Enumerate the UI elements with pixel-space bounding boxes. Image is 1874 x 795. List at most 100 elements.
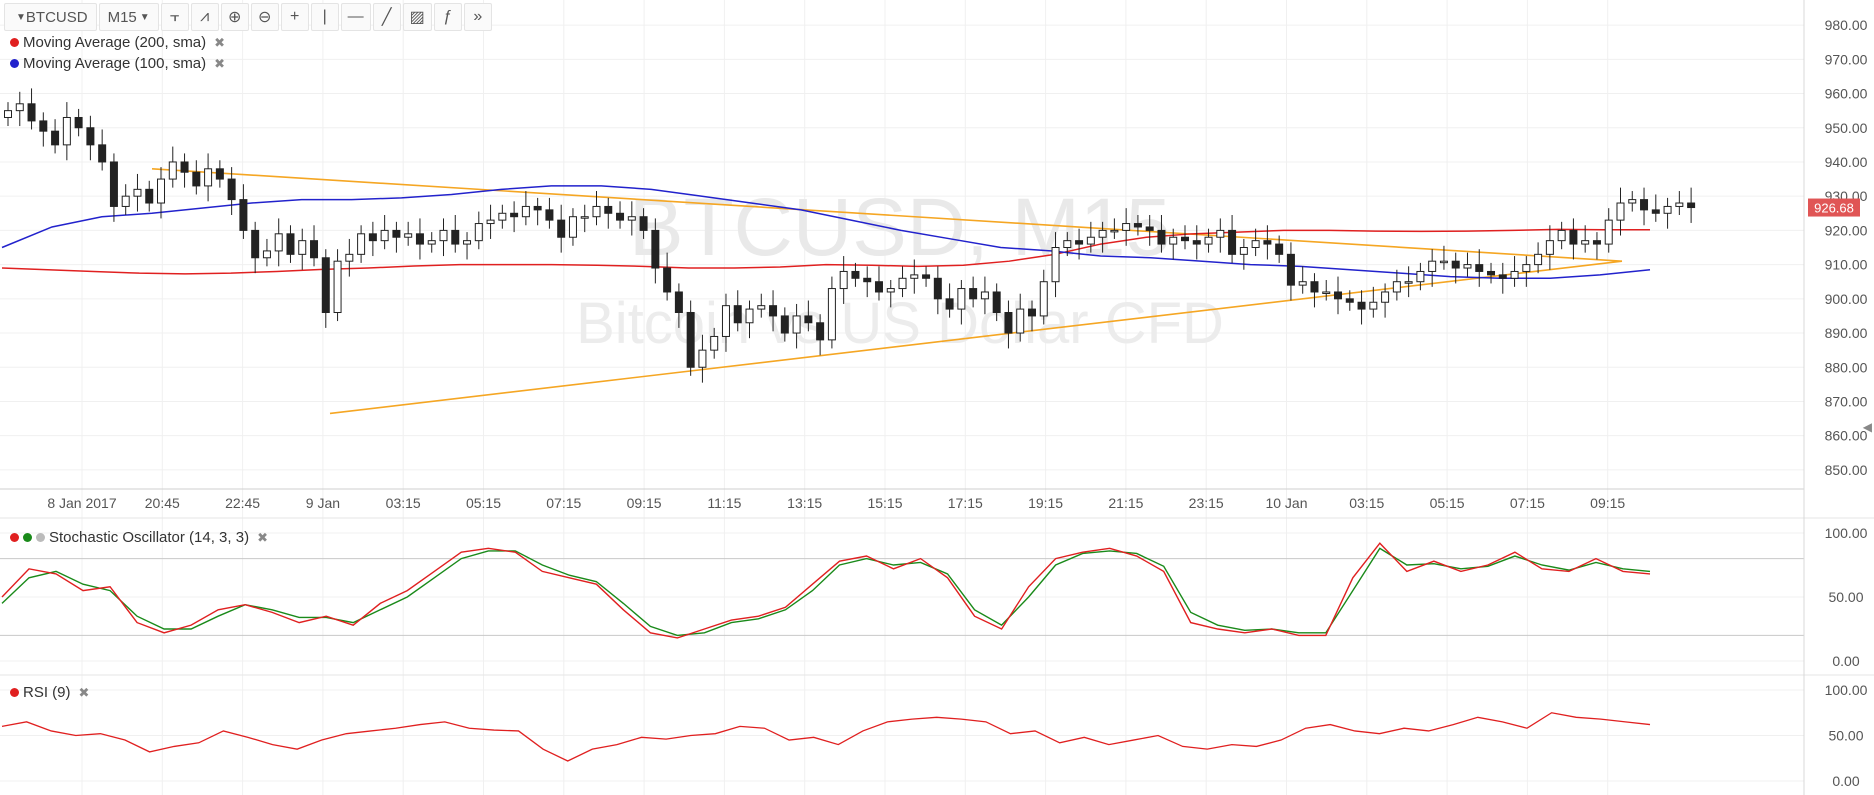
- candle-down: [604, 205, 613, 214]
- ma100-line: [1, 185, 1651, 280]
- trendline-lower: [329, 260, 1623, 415]
- candle-down: [804, 315, 813, 324]
- candle-up: [474, 223, 483, 242]
- candle-down: [39, 120, 48, 132]
- x-tick-label: 13:15: [787, 495, 822, 511]
- candle-up: [1239, 247, 1248, 255]
- candle-up: [1604, 219, 1613, 245]
- indicators-icon[interactable]: ⩘: [190, 3, 219, 31]
- stoch-k-line: [1, 542, 1651, 639]
- more-icon[interactable]: »: [463, 3, 492, 31]
- candle-down: [145, 188, 154, 204]
- candle-up: [463, 240, 472, 245]
- symbol-selector[interactable]: ▼ BTCUSD: [4, 3, 97, 31]
- ma200-label: Moving Average (200, sma): [23, 34, 207, 51]
- candle-up: [910, 274, 919, 279]
- legend-stochastic: Stochastic Oscillator (14, 3, 3) ✖: [10, 529, 268, 546]
- candle-down: [851, 270, 860, 279]
- candle-up: [792, 315, 801, 334]
- candle-up: [345, 253, 354, 262]
- x-tick-label: 09:15: [627, 495, 662, 511]
- candle-up: [1063, 240, 1072, 249]
- candle-up: [1463, 264, 1472, 269]
- close-icon[interactable]: ✖: [257, 529, 268, 545]
- candle-up: [1110, 229, 1119, 233]
- candle-up: [1404, 281, 1413, 284]
- candle-down: [780, 315, 789, 334]
- collapse-arrow-icon[interactable]: ◀: [1862, 420, 1872, 434]
- candle-down: [1004, 312, 1013, 334]
- stoch-d-line: [1, 547, 1651, 637]
- candle-up: [627, 216, 636, 221]
- horizontal-line-icon[interactable]: —: [340, 3, 371, 31]
- x-tick-label: 23:15: [1189, 495, 1224, 511]
- x-tick-label: 15:15: [867, 495, 902, 511]
- candle-up: [698, 349, 707, 368]
- candle-down: [1228, 229, 1237, 255]
- candle-up: [486, 219, 495, 225]
- candle-up: [439, 229, 448, 242]
- x-tick-label: 17:15: [948, 495, 983, 511]
- candle-down: [1651, 209, 1660, 214]
- candle-down: [863, 277, 872, 283]
- candle-down: [310, 240, 319, 259]
- function-icon[interactable]: ƒ: [433, 3, 462, 31]
- candle-down: [616, 212, 625, 221]
- candle-up: [333, 260, 342, 314]
- candle-up: [1169, 236, 1178, 245]
- stoch-y-tick-label: 50.00: [1828, 589, 1863, 605]
- candle-down: [27, 103, 36, 122]
- zoom-out-icon[interactable]: ⊖: [250, 3, 279, 31]
- candle-down: [945, 298, 954, 310]
- y-tick-label: 950.00: [1825, 120, 1868, 136]
- candle-down: [1275, 243, 1284, 255]
- rsi-dot: [10, 688, 19, 697]
- candle-up: [404, 233, 413, 238]
- candle-up: [1545, 240, 1554, 255]
- candle-up: [157, 178, 166, 204]
- candle-down: [1181, 236, 1189, 242]
- bar-style-icon[interactable]: ⫟: [160, 3, 189, 31]
- candle-up: [168, 161, 177, 180]
- crosshair-icon[interactable]: +: [280, 3, 309, 31]
- y-tick-label: 870.00: [1825, 393, 1868, 409]
- candle-up: [1428, 260, 1437, 272]
- candle-down: [663, 267, 672, 293]
- candle-up: [757, 305, 766, 310]
- candle-down: [415, 233, 424, 245]
- candle-up: [745, 308, 754, 324]
- rsi-line: [1, 712, 1651, 762]
- close-icon[interactable]: ✖: [78, 684, 90, 700]
- candle-down: [1157, 229, 1166, 245]
- ma200-line: [1, 228, 1650, 275]
- stoch-d-dot: [23, 533, 32, 542]
- candle-up: [1439, 260, 1448, 264]
- candle-up: [886, 288, 895, 293]
- candle-down: [674, 291, 683, 314]
- fibonacci-icon[interactable]: ▨: [402, 3, 432, 31]
- legend-ma200: Moving Average (200, sma) ✖: [10, 34, 225, 51]
- x-tick-label: 05:15: [466, 495, 501, 511]
- current-price-label: 926.68: [1814, 201, 1854, 216]
- candle-up: [1381, 291, 1390, 303]
- stoch-label: Stochastic Oscillator (14, 3, 3): [49, 529, 250, 546]
- candle-down: [215, 168, 224, 180]
- candle-up: [721, 305, 730, 337]
- ma100-label: Moving Average (100, sma): [23, 55, 207, 72]
- vertical-line-icon[interactable]: |: [310, 3, 339, 31]
- x-tick-label: 07:15: [546, 495, 581, 511]
- rsi-y-tick-label: 100.00: [1825, 682, 1868, 698]
- interval-selector[interactable]: M15 ▼: [98, 3, 159, 31]
- x-tick-label: 11:15: [707, 495, 741, 511]
- candle-up: [521, 205, 530, 218]
- close-icon[interactable]: ✖: [214, 55, 226, 71]
- candle-up: [1051, 247, 1060, 283]
- candle-down: [180, 161, 189, 173]
- candle-down: [368, 233, 377, 242]
- close-icon[interactable]: ✖: [214, 34, 226, 50]
- candle-down: [86, 127, 95, 146]
- y-tick-label: 960.00: [1825, 86, 1868, 102]
- trend-line-icon[interactable]: ╱: [372, 3, 401, 31]
- zoom-in-icon[interactable]: ⊕: [220, 3, 249, 31]
